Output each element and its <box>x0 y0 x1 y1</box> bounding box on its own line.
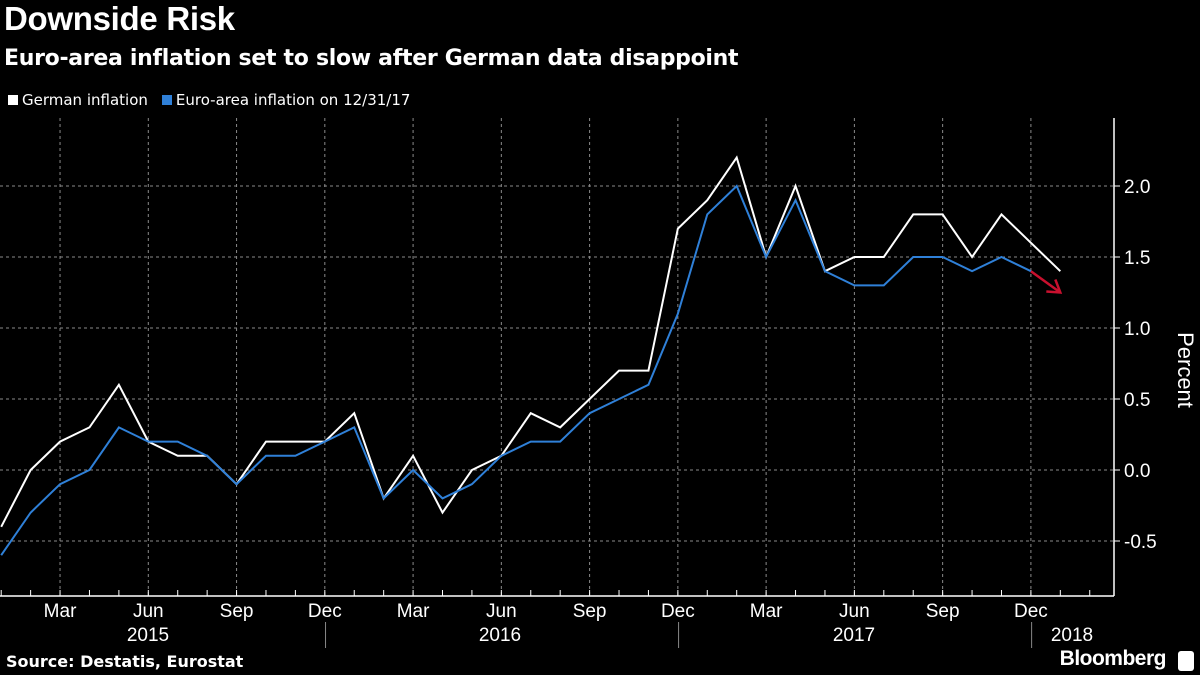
legend: German inflation Euro-area inflation on … <box>8 91 410 109</box>
y-tick-label: 0.0 <box>1124 461 1150 482</box>
y-tick-label: 0.5 <box>1124 390 1150 411</box>
x-month-label: Dec <box>308 601 342 622</box>
x-month-label: Jun <box>839 601 870 622</box>
x-year-label: 2018 <box>1051 625 1093 646</box>
bloomberg-logo: Bloomberg <box>1059 647 1167 670</box>
x-month-label: Sep <box>926 601 960 622</box>
x-year-label: 2016 <box>479 625 521 646</box>
source-note: Source: Destatis, Eurostat <box>6 652 244 671</box>
y-tick-label: 2.0 <box>1124 177 1150 198</box>
y-axis-label: Percent <box>1173 332 1198 408</box>
series-line-german <box>0 155 1062 528</box>
forecast-arrow-head <box>1046 279 1063 294</box>
legend-item-german: German inflation <box>8 91 148 109</box>
y-tick-label: 1.5 <box>1124 248 1150 269</box>
x-month-label: Sep <box>220 601 254 622</box>
forecast-arrow-shaft <box>1030 270 1062 294</box>
x-month-label: Dec <box>1014 601 1048 622</box>
y-tick-label: 1.0 <box>1124 319 1150 340</box>
x-month-label: Jun <box>133 601 164 622</box>
chart-title: Downside Risk <box>4 0 235 37</box>
legend-label-euro: Euro-area inflation on 12/31/17 <box>175 91 411 109</box>
x-year-label: 2015 <box>127 625 169 646</box>
legend-label-german: German inflation <box>22 91 148 109</box>
series-line-euro <box>0 184 1032 556</box>
x-year-label: 2017 <box>833 625 875 646</box>
x-month-label: Mar <box>44 601 77 622</box>
x-month-label: Sep <box>573 601 607 622</box>
legend-item-euro: Euro-area inflation on 12/31/17 <box>161 91 411 109</box>
legend-swatch-german <box>8 95 18 105</box>
chart-subtitle: Euro-area inflation set to slow after Ge… <box>4 46 739 71</box>
x-month-label: Jun <box>486 601 517 622</box>
x-month-label: Mar <box>397 601 430 622</box>
x-month-label: Mar <box>750 601 783 622</box>
bloomberg-terminal-icon <box>1178 651 1194 671</box>
legend-swatch-euro <box>161 95 172 105</box>
y-tick-label: -0.5 <box>1124 532 1157 553</box>
x-month-label: Dec <box>661 601 695 622</box>
